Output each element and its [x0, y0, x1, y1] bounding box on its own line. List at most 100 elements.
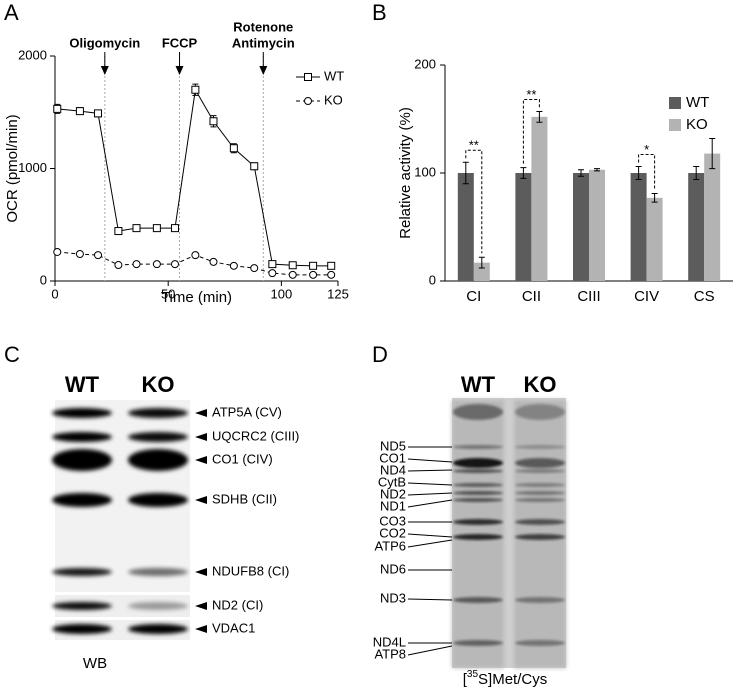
y-tick-label: 0: [40, 272, 47, 287]
band-label: UQCRC2 (CIII): [212, 428, 299, 443]
band-label: ND6: [380, 561, 406, 576]
legend-label: KO: [686, 116, 708, 133]
band-pointer: [195, 433, 207, 441]
legend-swatch: [669, 97, 681, 109]
marker: [114, 227, 123, 236]
x-tick-label: CS: [694, 288, 715, 305]
gel-band: [515, 469, 565, 473]
marker: [209, 257, 218, 266]
band-pointer: [407, 469, 453, 472]
gel-band: [515, 445, 565, 449]
band-label: ATP5A (CV): [212, 404, 282, 419]
bar: [573, 173, 589, 281]
band-pointer: [195, 456, 207, 464]
injection-label: Antimycin: [232, 35, 295, 50]
significance-bracket: [522, 98, 540, 164]
western-blot: WT KO ATP5A (CV) UQCRC2 (CIII) CO1 (CIV) SDHB…: [52, 372, 299, 672]
error-bar: [693, 166, 700, 180]
blot-membrane: [55, 595, 190, 617]
x-axis-label: Time (min): [161, 289, 232, 306]
y-tick-label: 1000: [18, 160, 47, 175]
caption-part: [: [463, 671, 468, 688]
x-tick-label: 50: [161, 286, 175, 301]
x-tick-label: 0: [51, 286, 58, 301]
band-pointer: [195, 409, 207, 417]
bar: [704, 153, 721, 281]
panel-caption: WB: [83, 655, 107, 672]
x-tick-label: CI: [466, 288, 481, 305]
protein-band: [52, 493, 112, 507]
injection-label: FCCP: [162, 35, 198, 50]
gel-band: [453, 469, 503, 473]
gel-band: [515, 597, 565, 603]
error-bar: [578, 169, 584, 177]
marker: [309, 261, 318, 270]
marker: [229, 144, 238, 153]
protein-band: [128, 432, 188, 442]
bar: [457, 173, 474, 281]
marker: [229, 261, 238, 270]
band-pointer: [407, 533, 453, 538]
marker: [132, 224, 141, 233]
protein-band: [128, 449, 188, 471]
band-label: ND2 (CI): [212, 597, 263, 612]
marker: [268, 260, 277, 269]
error-bar: [594, 168, 600, 172]
protein-band: [128, 624, 188, 634]
gel-band: [453, 404, 503, 420]
gel-band: [453, 445, 503, 449]
protein-band: [128, 602, 188, 610]
panel-letter: B: [372, 0, 387, 25]
band-pointer: [195, 602, 207, 610]
band-label: CO1 (CIV): [212, 451, 273, 466]
marker: [132, 260, 141, 269]
band-pointer: [195, 625, 207, 633]
bar: [531, 116, 548, 281]
panel-letter: C: [4, 342, 20, 367]
band-pointer: [407, 645, 453, 656]
band-label: ND5: [380, 438, 406, 453]
marker: [309, 270, 318, 279]
lane-label: WT: [65, 372, 100, 397]
marker: [94, 109, 103, 118]
x-tick-label: CII: [522, 288, 541, 305]
error-bar: [651, 193, 658, 203]
band-pointer: [407, 458, 453, 463]
legend-label: KO: [324, 92, 343, 107]
lane-label: WT: [461, 372, 496, 397]
marker: [327, 270, 336, 279]
error-bar: [635, 166, 642, 180]
caption-part: 35: [467, 669, 479, 680]
band-label: SDHB (CII): [212, 491, 277, 506]
marker: [152, 260, 161, 269]
band-label: ATP6: [374, 538, 406, 553]
band-pointer: [407, 492, 453, 496]
marker: [53, 247, 62, 256]
band-label: CytB: [378, 474, 406, 489]
significance-label: **: [469, 138, 479, 153]
gel-band: [453, 491, 503, 495]
gel-band: [515, 519, 565, 525]
y-tick-label: 0: [429, 272, 436, 287]
y-tick-label: 200: [414, 56, 436, 71]
protein-band: [52, 432, 112, 442]
marker: [191, 251, 200, 260]
protein-band: [128, 408, 188, 418]
band-label: CO3: [379, 513, 406, 528]
error-bar: [536, 110, 543, 123]
y-tick-label: 100: [414, 164, 436, 179]
error-bar: [709, 137, 716, 170]
band-pointer: [195, 496, 207, 504]
band-label: ATP8: [374, 646, 406, 661]
band-label: ND2: [380, 486, 406, 501]
gel-band: [453, 458, 503, 468]
panel-letter: A: [4, 0, 19, 25]
bar: [688, 173, 705, 281]
error-bar: [478, 256, 485, 269]
marker: [53, 104, 62, 113]
bar: [646, 197, 663, 281]
marker: [114, 261, 123, 270]
